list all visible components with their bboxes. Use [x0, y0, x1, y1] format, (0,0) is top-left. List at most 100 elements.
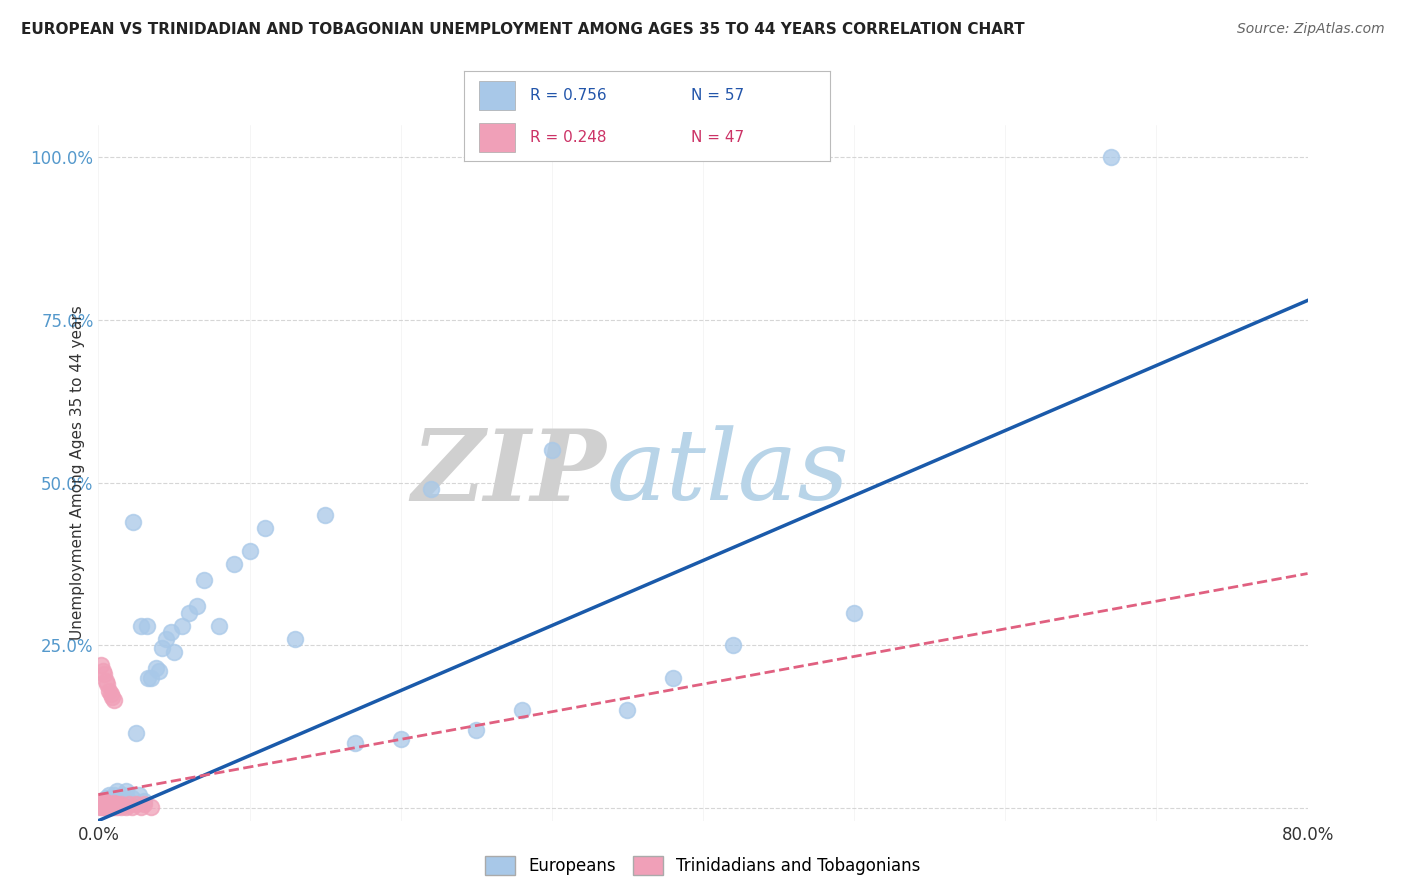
Point [150, 641, 173, 656]
Bar [478, 81, 515, 110]
Text: atlas: atlas [606, 425, 849, 520]
Point [94, 673, 117, 688]
Point [94, 800, 117, 814]
Text: N = 47: N = 47 [690, 130, 744, 145]
Point [314, 508, 336, 522]
Point [135, 618, 157, 632]
Point [344, 736, 367, 750]
Point [186, 599, 208, 613]
Point [100, 687, 122, 701]
Text: EUROPEAN VS TRINIDADIAN AND TOBAGONIAN UNEMPLOYMENT AMONG AGES 35 TO 44 YEARS CO: EUROPEAN VS TRINIDADIAN AND TOBAGONIAN U… [21, 22, 1025, 37]
Point [105, 800, 128, 814]
Point [101, 794, 124, 808]
Bar [478, 123, 515, 152]
Point [389, 732, 412, 747]
Point [98, 797, 121, 812]
Point [103, 798, 125, 813]
Point [93, 800, 115, 814]
Text: R = 0.248: R = 0.248 [530, 130, 606, 145]
Point [91, 796, 114, 810]
Point [91, 664, 114, 678]
Point [91, 798, 114, 813]
Text: R = 0.756: R = 0.756 [530, 88, 606, 103]
Point [91, 800, 114, 814]
Point [96, 800, 118, 814]
Point [540, 442, 562, 457]
Point [239, 543, 262, 558]
Point [110, 800, 132, 814]
Point [93, 798, 115, 813]
Point [141, 671, 163, 685]
Point [155, 632, 177, 646]
Point [122, 515, 145, 529]
Legend: Europeans, Trinidadians and Tobagonians: Europeans, Trinidadians and Tobagonians [478, 849, 928, 882]
Point [148, 664, 170, 678]
Point [132, 797, 155, 812]
Point [94, 798, 117, 813]
Point [94, 796, 117, 810]
Point [129, 618, 152, 632]
Point [103, 796, 125, 810]
Point [125, 797, 148, 812]
Point [132, 794, 155, 808]
Point [98, 794, 121, 808]
Point [170, 618, 193, 632]
Point [465, 723, 488, 737]
Point [93, 796, 115, 810]
Point [89, 800, 111, 814]
Point [89, 794, 111, 808]
Text: N = 57: N = 57 [690, 88, 744, 103]
Point [91, 794, 114, 808]
Point [89, 797, 111, 812]
Point [163, 644, 186, 658]
Point [98, 788, 121, 802]
Point [111, 788, 134, 802]
Point [114, 794, 136, 808]
Text: Source: ZipAtlas.com: Source: ZipAtlas.com [1237, 22, 1385, 37]
Point [96, 796, 118, 810]
Point [100, 790, 122, 805]
Point [616, 703, 638, 717]
Point [98, 683, 121, 698]
Point [100, 800, 122, 814]
Y-axis label: Unemployment Among Ages 35 to 44 years: Unemployment Among Ages 35 to 44 years [69, 305, 84, 640]
Point [96, 677, 118, 691]
Point [94, 797, 117, 812]
Point [93, 667, 115, 681]
Point [101, 690, 124, 704]
Point [100, 797, 122, 812]
Point [105, 797, 128, 812]
Point [125, 726, 148, 740]
Point [114, 784, 136, 798]
Point [844, 606, 866, 620]
Point [510, 703, 533, 717]
Point [110, 794, 132, 808]
Point [105, 784, 128, 798]
Point [94, 794, 117, 808]
Point [129, 800, 152, 814]
Point [253, 521, 276, 535]
Point [136, 671, 159, 685]
Point [160, 625, 183, 640]
Point [96, 798, 118, 813]
Point [90, 800, 112, 814]
Point [103, 693, 125, 707]
Point [128, 788, 150, 802]
Point [284, 632, 307, 646]
Point [105, 794, 128, 808]
Point [90, 798, 112, 813]
Point [662, 671, 685, 685]
Point [93, 794, 115, 808]
Point [121, 790, 143, 805]
Point [118, 794, 141, 808]
Point [118, 797, 141, 812]
Point [90, 797, 112, 812]
Point [98, 800, 121, 814]
Point [420, 482, 443, 496]
Point [103, 797, 125, 812]
Point [121, 800, 143, 814]
Point [107, 797, 129, 812]
Point [1099, 150, 1122, 164]
Point [103, 794, 125, 808]
Point [224, 557, 246, 571]
